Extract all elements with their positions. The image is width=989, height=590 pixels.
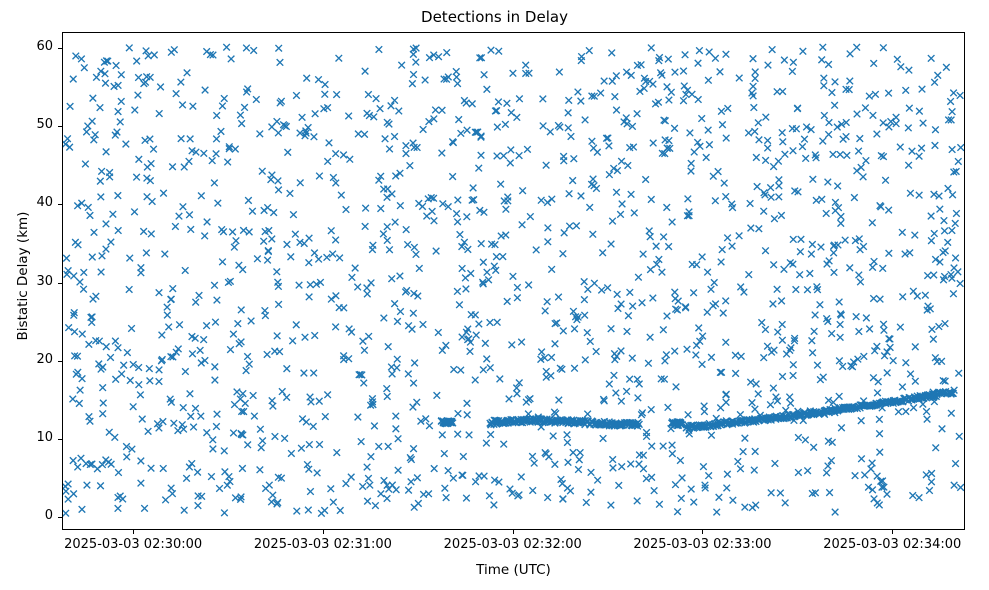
y-axis-tick-label: 30 <box>36 273 53 289</box>
y-axis-tick-label: 50 <box>36 116 53 132</box>
chart-title: Detections in Delay <box>421 8 568 26</box>
x-axis-tick-mark <box>513 530 515 535</box>
x-axis-tick-label: 2025-03-03 02:30:00 <box>64 537 203 552</box>
y-axis-tick-label: 20 <box>36 351 53 367</box>
x-axis-tick-mark <box>892 530 894 535</box>
x-axis-tick-mark <box>133 530 135 535</box>
x-axis-tick-mark <box>702 530 704 535</box>
y-axis-tick-labels: 0 10 20 30 40 50 60 <box>0 0 53 590</box>
x-axis-tick-mark <box>323 530 325 535</box>
y-axis-tick-label: 0 <box>44 508 53 524</box>
x-axis-tick-label: 2025-03-03 02:31:00 <box>253 537 392 552</box>
x-axis-label: Time (UTC) <box>476 562 551 578</box>
x-axis-tick-label: 2025-03-03 02:32:00 <box>443 537 582 552</box>
y-axis-tick-label: 10 <box>36 430 53 446</box>
y-axis-tick-label: 40 <box>36 195 53 211</box>
x-axis-tick-label: 2025-03-03 02:34:00 <box>823 537 962 552</box>
x-axis-tick-label: 2025-03-03 02:33:00 <box>633 537 772 552</box>
plot-area <box>62 32 965 530</box>
scatter-points-layer <box>63 43 964 518</box>
y-axis-tick-label: 60 <box>36 38 53 54</box>
